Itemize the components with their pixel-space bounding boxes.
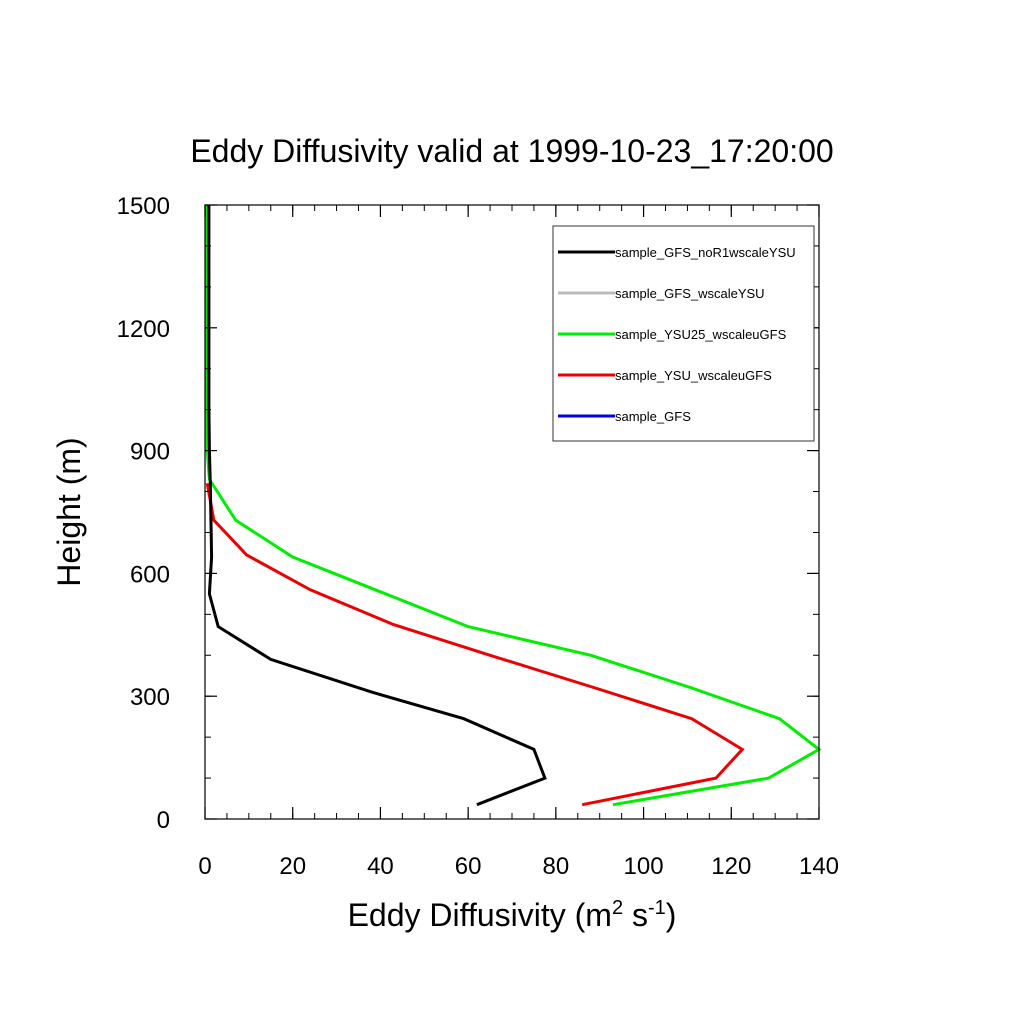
x-axis-label-main: Eddy Diffusivity (m <box>348 897 612 933</box>
x-tick-label: 20 <box>279 853 306 880</box>
x-tick-label: 0 <box>198 853 211 880</box>
y-tick-label: 600 <box>130 561 170 588</box>
series-line-sample_YSU_wscaleuGFS <box>205 483 745 807</box>
series-layer <box>204 204 822 807</box>
x-axis-label: Eddy Diffusivity (m2 s-1) <box>348 897 677 933</box>
chart-title: Eddy Diffusivity valid at 1999-10-23_17:… <box>190 133 833 169</box>
x-axis-label-sup1: 2 <box>612 897 623 919</box>
x-axis-label-end: ) <box>666 897 677 933</box>
x-tick-label: 80 <box>543 853 570 880</box>
y-tick-label: 1200 <box>117 316 170 343</box>
y-axis-label: Height (m) <box>51 437 87 586</box>
series-line-sample_GFS_noR1wscaleYSU <box>207 205 547 807</box>
x-tick-label: 40 <box>367 853 394 880</box>
plot-frame <box>204 204 820 820</box>
legend-label: sample_GFS_wscaleYSU <box>615 286 765 301</box>
y-tick-label: 1500 <box>117 193 170 220</box>
x-tick-label: 120 <box>711 853 751 880</box>
x-tick-label: 140 <box>799 853 839 880</box>
y-tick-label: 900 <box>130 439 170 466</box>
y-tick-label: 0 <box>157 807 170 834</box>
x-tick-label: 60 <box>455 853 482 880</box>
x-tick-label: 100 <box>624 853 664 880</box>
ticks-layer: 0 20 40 60 80 100 120 140 0 300 600 900 1200 1500 <box>117 193 839 880</box>
series-line-sample_YSU25_wscaleuGFS <box>204 204 822 807</box>
x-axis-label-mid: s <box>623 897 648 933</box>
y-tick-label: 300 <box>130 684 170 711</box>
legend: sample_GFS_noR1wscaleYSU sample_GFS_wscal… <box>552 225 815 442</box>
legend-label: sample_YSU25_wscaleuGFS <box>615 327 787 342</box>
legend-label: sample_YSU_wscaleuGFS <box>615 368 772 383</box>
legend-label: sample_GFS <box>615 409 691 424</box>
legend-label: sample_GFS_noR1wscaleYSU <box>615 245 796 260</box>
x-axis-label-sup2: -1 <box>648 897 666 919</box>
